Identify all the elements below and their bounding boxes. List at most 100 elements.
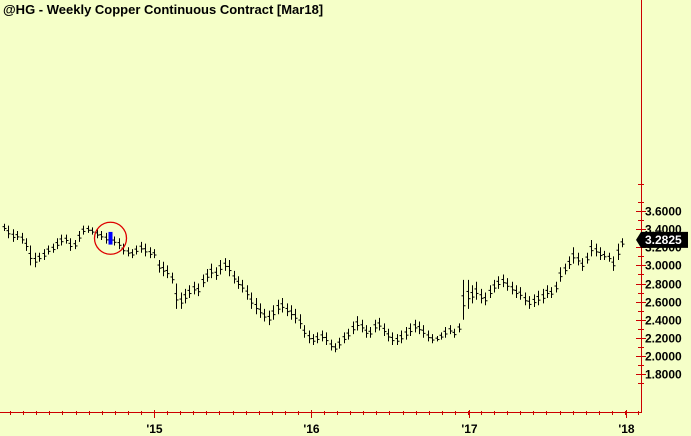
price-bar (377, 317, 382, 331)
price-bar (527, 296, 532, 309)
price-bars (2, 223, 625, 353)
price-bar (474, 281, 479, 300)
price-bar (267, 310, 272, 326)
price-bar (324, 332, 329, 346)
price-bar (395, 334, 400, 346)
price-bar (337, 337, 342, 349)
y-tick-label: 3.0000 (645, 259, 682, 273)
price-bar (311, 334, 316, 346)
price-bar (104, 232, 109, 244)
price-bar (112, 236, 117, 246)
price-bar (461, 279, 466, 320)
y-axis-ticks: 1.8000 2.0000 2.2000 2.4000 2.6000 2.8000 3.00… (636, 184, 682, 384)
last-price-marker: 3.2825 (636, 231, 688, 248)
price-bar (479, 288, 484, 304)
price-bar (571, 247, 576, 264)
price-bar (227, 259, 232, 277)
price-bar (15, 231, 20, 241)
y-tick-label: 2.8000 (645, 278, 682, 292)
price-bar (329, 339, 334, 351)
y-tick-label: 2.2000 (645, 332, 682, 346)
price-bar (536, 290, 541, 306)
price-bar (117, 238, 122, 250)
chart-title: @HG - Weekly Copper Continuous Contract … (3, 2, 323, 17)
x-tick-label: '15 (146, 422, 163, 436)
price-bar (373, 319, 378, 333)
price-bar (360, 319, 365, 333)
price-bar (81, 225, 86, 235)
price-bar (368, 326, 373, 338)
price-bar (558, 267, 563, 282)
price-bar (249, 292, 254, 309)
price-bar (165, 265, 170, 279)
price-bar (488, 285, 493, 298)
price-bar (218, 259, 223, 275)
price-bar (183, 288, 188, 304)
price-bar (523, 292, 528, 306)
price-bar (413, 319, 418, 333)
price-bar (466, 279, 471, 309)
y-tick-label: 2.4000 (645, 314, 682, 328)
price-bar (386, 328, 391, 342)
price-bar (426, 330, 431, 342)
price-bar (567, 256, 572, 270)
price-bar (302, 325, 307, 338)
price-bar (77, 231, 82, 242)
price-bar (187, 285, 192, 298)
price-bar (209, 263, 214, 279)
price-bar (585, 252, 590, 264)
price-bar (496, 276, 501, 289)
price-bar (611, 256, 616, 271)
price-bar (417, 321, 422, 335)
x-tick-label: '16 (303, 422, 320, 436)
price-bar (545, 285, 550, 298)
price-bar (399, 330, 404, 344)
price-bar (598, 247, 603, 260)
price-bar (42, 249, 47, 260)
price-bar (139, 241, 144, 253)
price-bar (148, 247, 153, 259)
price-bar (245, 285, 250, 300)
price-bar (483, 292, 488, 306)
price-bar (134, 245, 139, 255)
price-bar (443, 326, 448, 338)
price-bar (130, 249, 135, 259)
price-bar (55, 238, 60, 250)
price-bar (594, 243, 599, 257)
price-bar (161, 261, 166, 277)
price-bar (541, 288, 546, 304)
price-bar (240, 279, 245, 293)
price-bar (271, 305, 276, 320)
price-bar (518, 287, 523, 300)
price-bar (307, 330, 312, 344)
price-bar (152, 249, 157, 259)
price-bar (346, 328, 351, 340)
price-bar (404, 326, 409, 340)
price-bar (258, 303, 263, 318)
price-bar (126, 247, 131, 257)
price-bar (298, 314, 303, 329)
price-bar (46, 245, 51, 255)
last-price-box (636, 231, 688, 248)
price-bar (170, 272, 175, 284)
price-bar (457, 323, 462, 333)
price-bar (355, 316, 360, 331)
price-bar (24, 238, 29, 251)
price-bar (33, 252, 38, 268)
price-bar (563, 263, 568, 275)
price-bar (108, 231, 113, 245)
price-bar (86, 225, 91, 233)
price-bar (99, 231, 104, 241)
highlight-circle (93, 221, 128, 255)
y-tick-label: 1.8000 (645, 368, 682, 382)
price-bar (351, 321, 356, 335)
price-bar (262, 308, 267, 322)
price-bar (192, 281, 197, 295)
price-bar (501, 274, 506, 288)
price-bar (293, 308, 298, 324)
price-bar (223, 258, 228, 271)
price-bar (179, 292, 184, 309)
price-bar (514, 285, 519, 298)
